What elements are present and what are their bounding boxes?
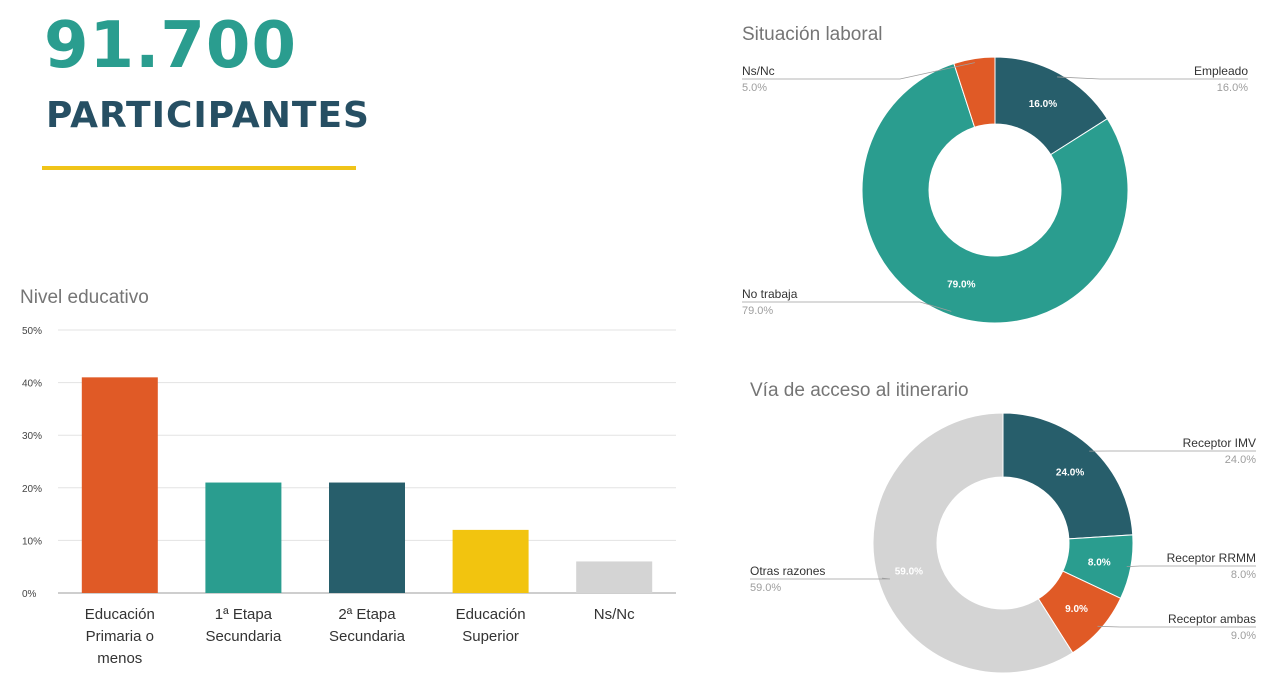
bar	[576, 561, 653, 593]
slice-percent-label: 8.0%	[1231, 569, 1256, 581]
bar-chart-bars	[81, 377, 653, 593]
y-tick-label: 40%	[22, 379, 42, 390]
leader-line	[742, 301, 952, 312]
x-category-label: 1ª Etapa Secundaria	[205, 606, 282, 645]
slice-percent-label: 16.0%	[1217, 82, 1248, 94]
slice-value-label: 9.0%	[1065, 604, 1088, 615]
participants-number: 91.700	[44, 9, 297, 83]
y-tick-label: 50%	[22, 326, 42, 337]
employment-donut-chart: Situación laboral 16.0% 79.0% Empleado 16.…	[742, 24, 1248, 324]
bar	[205, 482, 282, 593]
y-tick-label: 20%	[22, 484, 42, 495]
slice-value-label: 79.0%	[947, 280, 975, 291]
leader-line	[1057, 76, 1248, 80]
slice-name-label: Receptor RRMM	[1167, 551, 1256, 565]
employment-chart-title: Situación laboral	[742, 24, 882, 45]
slice-percent-label: 59.0%	[750, 582, 781, 594]
x-category-label: Educación Primaria o menos	[85, 606, 155, 667]
bar-chart-x-axis: Educación Primaria o menos 1ª Etapa Secundar…	[85, 606, 635, 667]
donut-slice	[861, 62, 1129, 324]
slice-name-label: Empleado	[1194, 64, 1248, 78]
bar-chart-title: Nivel educativo	[20, 287, 149, 308]
donut-slice	[953, 56, 996, 128]
bar	[452, 529, 529, 593]
access-chart-title: Vía de acceso al itinerario	[750, 380, 969, 401]
employment-labels: Empleado 16.0% No trabaja 79.0% Ns/Nc 5.0%	[742, 62, 1248, 317]
donut-slice	[872, 412, 1074, 674]
slice-value-label: 59.0%	[895, 566, 923, 577]
slice-name-label: Ns/Nc	[742, 64, 775, 78]
slice-name-label: Otras razones	[750, 564, 825, 578]
slice-name-label: Receptor IMV	[1183, 436, 1256, 450]
slice-name-label: No trabaja	[742, 287, 798, 301]
participants-label: PARTICIPANTES	[46, 95, 370, 136]
leader-line	[1126, 565, 1256, 568]
employment-slices: 16.0% 79.0%	[861, 56, 1129, 324]
y-tick-label: 30%	[22, 431, 42, 442]
slice-percent-label: 79.0%	[742, 305, 773, 317]
access-slices: 24.0% 8.0% 9.0% 59.0%	[872, 412, 1134, 674]
donut-slice	[1002, 412, 1134, 540]
bar	[329, 482, 405, 593]
slice-percent-label: 9.0%	[1231, 630, 1256, 642]
y-tick-label: 0%	[22, 589, 37, 600]
slice-value-label: 8.0%	[1088, 557, 1111, 568]
x-category-label: 2ª Etapa Secundaria	[329, 606, 406, 645]
accent-divider	[42, 166, 356, 170]
y-tick-label: 10%	[22, 536, 42, 547]
leader-line	[750, 577, 891, 580]
access-labels: Receptor IMV 24.0% Receptor RRMM 8.0% Recept…	[750, 436, 1256, 642]
slice-value-label: 24.0%	[1056, 468, 1084, 479]
bar	[81, 377, 158, 593]
leader-line	[1097, 625, 1256, 628]
slice-name-label: Receptor ambas	[1168, 612, 1256, 626]
access-donut-chart: Vía de acceso al itinerario 24.0% 8.0% 9.0…	[750, 380, 1256, 674]
bar-chart-y-axis: 0% 10% 20% 30% 40% 50%	[22, 326, 42, 600]
education-bar-chart: Nivel educativo 0% 10% 20% 30% 40% 50% Educac…	[20, 287, 676, 667]
x-category-label: Ns/Nc	[594, 606, 635, 623]
slice-percent-label: 5.0%	[742, 82, 767, 94]
slice-value-label: 16.0%	[1029, 99, 1057, 110]
leader-line	[742, 62, 975, 80]
x-category-label: Educación Superior	[456, 606, 526, 645]
slice-percent-label: 24.0%	[1225, 454, 1256, 466]
